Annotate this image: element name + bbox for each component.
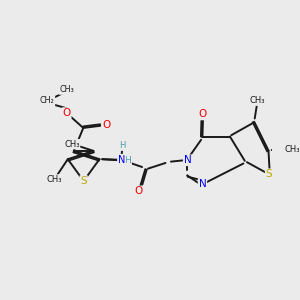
Text: S: S [80,176,87,186]
Text: S: S [266,169,272,179]
Text: CH₃: CH₃ [59,85,74,94]
Text: CH₂: CH₂ [40,97,55,106]
Text: CH₃: CH₃ [284,145,300,154]
Text: O: O [62,108,71,118]
Text: CH₃: CH₃ [64,140,80,148]
Text: H: H [124,156,131,165]
Text: CH₃: CH₃ [250,96,265,105]
Text: O: O [102,120,110,130]
Text: H: H [119,141,125,150]
Text: N: N [199,179,206,189]
Text: CH₃: CH₃ [46,175,62,184]
Text: N: N [118,155,125,165]
Text: N: N [184,155,191,165]
Text: O: O [199,110,207,119]
Text: O: O [134,186,143,196]
